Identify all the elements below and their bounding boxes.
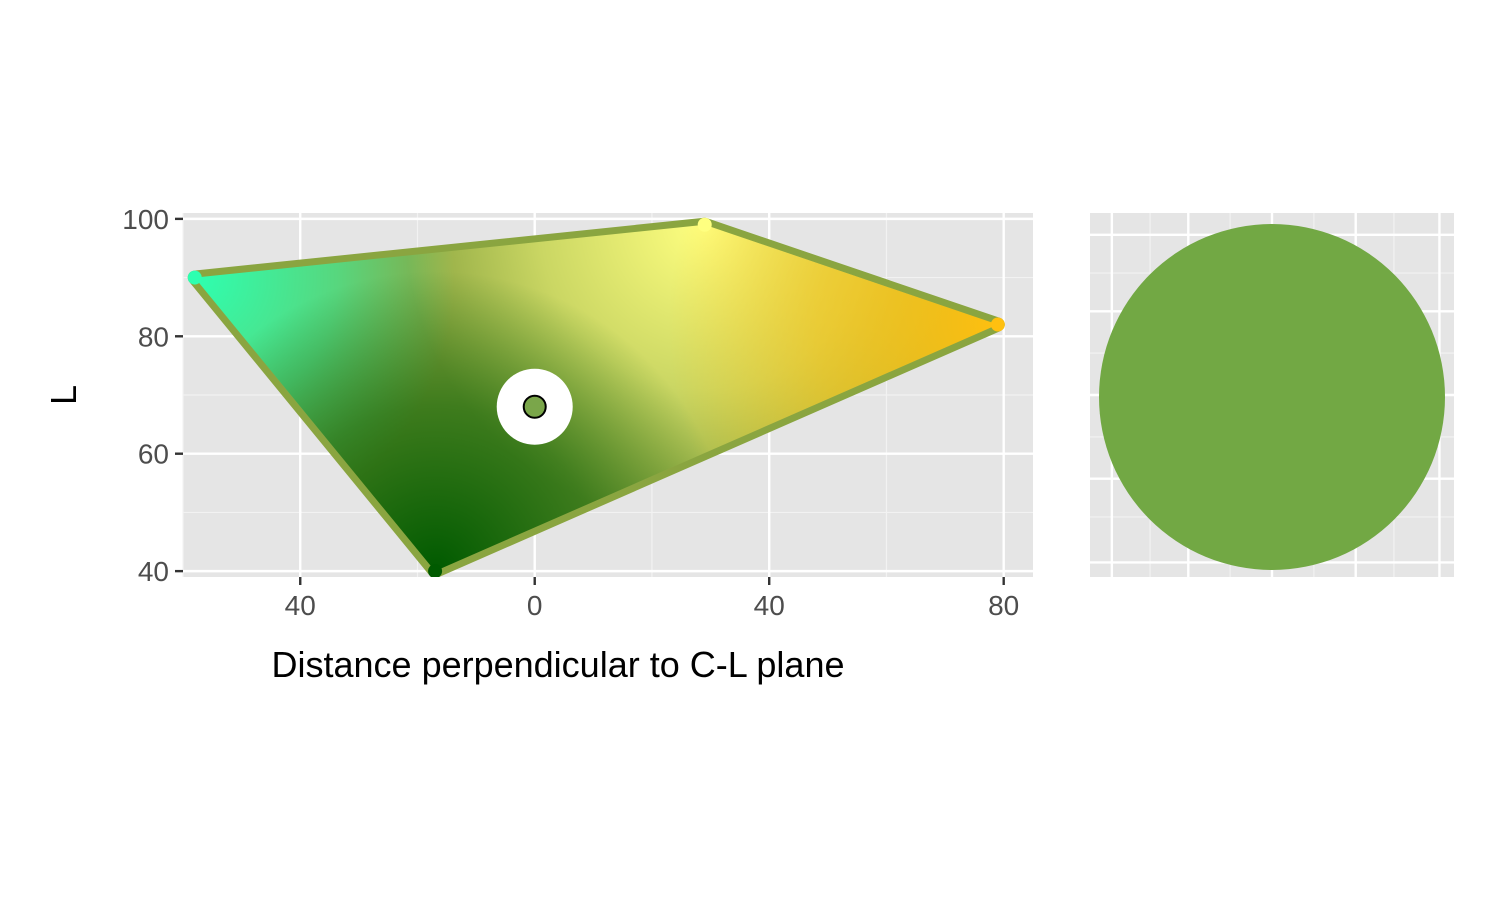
main-plot: 40 0 40 80 40 60 80 100 Distance perpendicular… — [43, 204, 1033, 685]
y-tick-label: 40 — [138, 556, 169, 587]
highlight-point — [522, 394, 547, 419]
x-axis: 40 0 40 80 — [285, 577, 1019, 621]
region-vertex — [697, 217, 712, 232]
region-vertex — [990, 317, 1005, 332]
highlight-marker — [496, 368, 573, 445]
x-axis-title: Distance perpendicular to C-L plane — [272, 644, 845, 685]
y-axis: 40 60 80 100 — [122, 204, 183, 587]
y-tick-label: 100 — [122, 204, 169, 235]
x-tick-label: 80 — [988, 590, 1019, 621]
x-tick-label: 40 — [285, 590, 316, 621]
x-tick-label: 0 — [527, 590, 543, 621]
x-tick-label: 40 — [754, 590, 785, 621]
color-swatch-circle — [1099, 224, 1445, 570]
y-tick-label: 80 — [138, 321, 169, 352]
region-vertex — [187, 270, 202, 285]
region-vertex — [428, 564, 443, 577]
y-tick-label: 60 — [138, 439, 169, 470]
y-axis-title: L — [43, 385, 84, 405]
swatch-plot — [1090, 213, 1454, 577]
